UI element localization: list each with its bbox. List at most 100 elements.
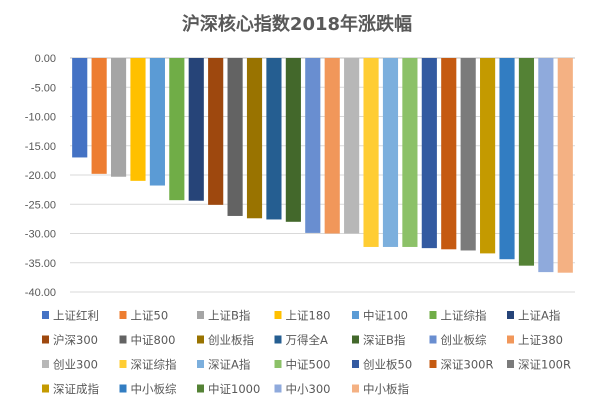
legend-label: 中证800 <box>131 333 176 347</box>
bar <box>402 58 418 247</box>
bar <box>421 58 437 249</box>
legend-swatch <box>119 311 127 319</box>
bar <box>518 58 535 266</box>
legend-swatch <box>119 335 127 344</box>
legend-label: 深证A指 <box>208 358 250 372</box>
legend-swatch <box>507 311 514 319</box>
legend-item: 深证100R <box>507 358 571 372</box>
legend-label: 中证500 <box>286 358 331 372</box>
bar <box>110 58 127 177</box>
legend-label: 深证300R <box>441 358 494 372</box>
legend-item: 中证500 <box>274 358 331 372</box>
bar <box>188 58 204 201</box>
legend-label: 中证100 <box>363 309 408 323</box>
legend-item: 深证300R <box>429 358 494 372</box>
legend-swatch <box>119 360 127 368</box>
legend-item: 中证100 <box>352 309 408 323</box>
legend-swatch <box>119 384 127 393</box>
legend-item: 中证1000 <box>197 382 260 396</box>
legend-item: 深证B指 <box>352 333 405 347</box>
legend-swatch <box>42 335 49 344</box>
legend-item: 中小板指 <box>352 382 409 396</box>
legend-item: 深证综指 <box>119 358 177 372</box>
legend-swatch <box>429 335 437 344</box>
legend-item: 创业300 <box>42 358 98 372</box>
bar <box>72 58 88 158</box>
legend-swatch <box>197 384 204 393</box>
legend-item: 中小板综 <box>119 382 177 396</box>
y-tick-label: -5.00 <box>31 82 56 94</box>
legend-swatch <box>197 360 204 368</box>
legend-swatch <box>507 360 514 368</box>
bars <box>72 58 573 273</box>
legend-label: 上证A指 <box>518 309 560 323</box>
legend-swatch <box>352 335 359 344</box>
legend-swatch <box>352 384 359 393</box>
legend-item: 上证B指 <box>197 309 250 323</box>
legend-item: 上证50 <box>119 309 168 323</box>
bar <box>557 58 573 273</box>
y-tick-label: 0.00 <box>35 53 56 65</box>
legend-item: 上证180 <box>274 309 331 323</box>
legend-label: 深证成指 <box>53 382 99 396</box>
legend-swatch <box>274 311 282 319</box>
legend-label: 上证180 <box>286 309 331 323</box>
legend-label: 中小300 <box>286 382 331 396</box>
legend-label: 创业300 <box>53 358 98 372</box>
legend-swatch <box>42 360 49 368</box>
legend-swatch <box>507 335 514 344</box>
legend-item: 创业板综 <box>429 333 487 347</box>
bar <box>344 58 360 234</box>
legend-label: 中证1000 <box>208 382 260 396</box>
legend-item: 万得全A <box>274 333 328 347</box>
legend-swatch <box>352 311 359 319</box>
bar <box>208 58 224 205</box>
gridlines <box>70 57 575 293</box>
legend-swatch <box>429 360 437 368</box>
legend-label: 万得全A <box>286 333 328 347</box>
legend-item: 上证红利 <box>42 309 99 323</box>
bar <box>382 58 399 247</box>
legend-item: 上证380 <box>507 333 563 347</box>
legend-label: 创业板综 <box>441 333 487 347</box>
legend-item: 中小300 <box>274 382 331 396</box>
chart-title: 沪深核心指数2018年涨跌幅 <box>182 13 412 35</box>
bar <box>305 58 321 233</box>
legend-label: 中小板综 <box>131 382 177 396</box>
legend-item: 创业板50 <box>352 358 412 372</box>
legend-swatch <box>429 311 437 319</box>
y-tick-label: -10.00 <box>25 112 56 124</box>
legend-swatch <box>42 384 49 393</box>
legend-label: 上证B指 <box>208 309 250 323</box>
legend-label: 创业板指 <box>208 333 254 347</box>
bar <box>130 58 146 181</box>
legend-label: 创业板50 <box>363 358 412 372</box>
legend-swatch <box>352 360 359 368</box>
legend-item: 创业板指 <box>197 333 254 347</box>
bar <box>149 58 165 186</box>
legend-label: 深证100R <box>518 358 571 372</box>
legend-item: 上证A指 <box>507 309 560 323</box>
legend-label: 上证红利 <box>53 309 99 323</box>
legend-item: 深证成指 <box>42 382 99 396</box>
y-tick-label: -30.00 <box>25 229 56 241</box>
bar <box>441 58 457 250</box>
bar <box>91 58 107 174</box>
legend-item: 上证综指 <box>429 309 487 323</box>
legend-swatch <box>197 311 204 319</box>
y-tick-label: -20.00 <box>25 170 56 182</box>
bar <box>480 58 496 254</box>
legend-item: 中证800 <box>119 333 176 347</box>
legend-label: 上证综指 <box>441 309 487 323</box>
y-axis: 0.00 -5.00 -10.00 -15.00 -20.00 -25.00 -30.00 -… <box>25 53 56 299</box>
legend-item: 沪深300 <box>42 333 98 347</box>
legend-label: 中小板指 <box>363 382 409 396</box>
bar <box>460 58 476 251</box>
legend-swatch <box>274 384 282 393</box>
legend-item: 深证A指 <box>197 358 250 372</box>
bar <box>324 58 340 234</box>
bar <box>499 58 515 260</box>
